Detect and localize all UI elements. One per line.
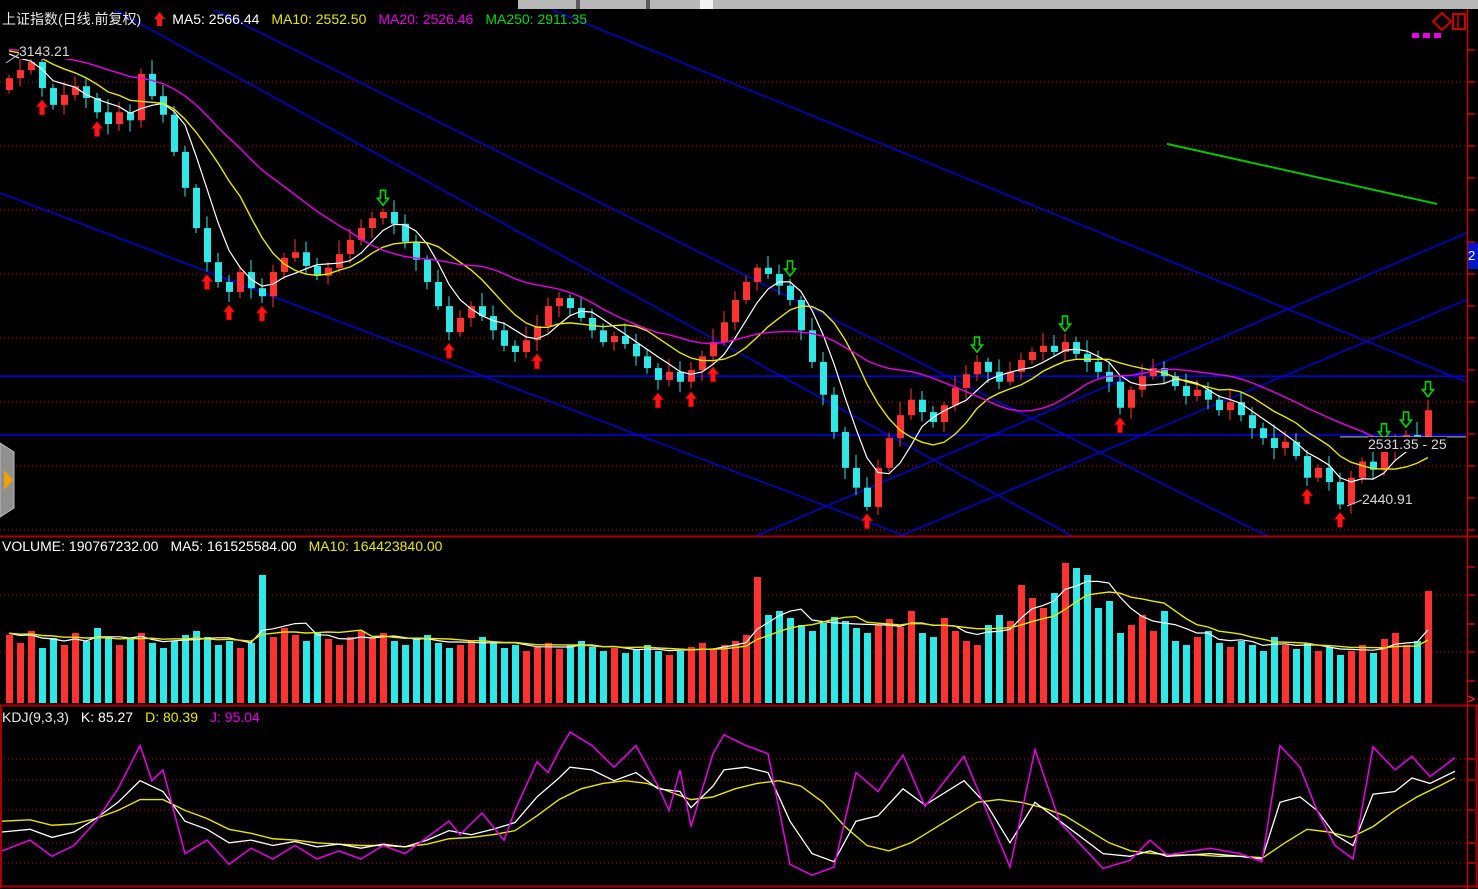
grid-lines [0,81,1466,864]
kdj-lines [2,731,1456,877]
buy-signal-arrow-icon [200,273,214,290]
volume-bars [6,563,1432,703]
toolbar-icons [1412,11,1466,38]
diamond-icon[interactable] [1431,11,1453,32]
buy-signal-arrow-icon [255,305,269,322]
volume-pane-header: VOLUME: 190767232.00 MA5: 161525584.00 MA1… [2,538,454,554]
sell-signal-arrow-icon [782,260,798,278]
sell-signal-arrow-icon [1398,411,1414,429]
buy-signal-arrow-icon [530,353,544,370]
kdj-k-value: K: 85.27 [80,709,134,725]
ma20-legend: MA20: 2526.46 [378,11,474,27]
volume-ma5-legend: MA5: 161525584.00 [170,538,297,554]
sell-signal-arrow-icon [1057,315,1073,333]
low-price-label: 2440.91 [1362,491,1413,507]
volume-ma-lines [8,580,1429,652]
buy-signal-arrow-icon [1300,488,1314,505]
up-arrow-icon [153,11,166,27]
sell-signal-arrow-icon [969,336,985,354]
kdj-indicator-name: KDJ(9,3,3) [2,709,69,725]
buy-signal-arrow-icon [90,120,104,137]
scrollbar-notch [576,0,580,9]
magenta-dash-icon [1434,33,1441,38]
buy-signal-arrow-icon [1333,511,1347,528]
sell-signal-arrow-icon [1376,423,1392,441]
axis-price-badge: 2 [1468,243,1478,269]
sell-signal-arrow-icon [1420,380,1436,398]
expand-arrow-icon [4,470,13,490]
peak-price-label: 3143.21 [19,43,70,59]
buy-signal-arrow-icon [222,304,236,321]
page-title: 上证指数(日线.前复权) [2,11,142,27]
buy-signal-arrow-icon [706,366,720,383]
price-pane-header: 上证指数(日线.前复权) MA5: 2566.44 MA10: 2552.50 MA2… [2,9,599,29]
candlesticks [6,52,1432,515]
panel-expand-handle[interactable] [0,442,15,518]
window-icon[interactable] [1452,13,1466,30]
price-markers [5,53,1466,507]
magenta-dash-icon [1423,33,1430,38]
ma10-legend: MA10: 2552.50 [271,11,367,27]
horizontal-scrollbar[interactable] [518,0,1478,9]
price-ma-lines [8,48,1429,483]
buy-signal-arrow-icon [860,513,874,529]
current-price-range-label: 2531.35 - 25 [1368,436,1447,452]
magenta-dash-icon [1412,33,1419,38]
sell-signal-arrow-icon [375,189,391,207]
buy-signal-arrow-icon [651,392,665,409]
volume-ma10-legend: MA10: 164423840.00 [308,538,443,554]
volume-value: VOLUME: 190767232.00 [2,538,159,554]
scrollbar-notch [646,0,650,9]
buy-signal-arrow-icon [684,391,698,407]
signal-arrows [35,99,1436,529]
buy-signal-arrow-icon [442,342,456,359]
buy-signal-arrow-icon [1113,417,1127,433]
kdj-d-value: D: 80.39 [145,709,199,725]
ma250-line [1166,142,1438,205]
kdj-pane-header: KDJ(9,3,3) K: 85.27 D: 80.39 J: 95.04 [2,709,272,725]
trend-lines [0,10,1467,536]
kdj-j-value: J: 95.04 [210,709,260,725]
buy-signal-arrow-icon [35,99,49,116]
scrollbar-thumb[interactable] [700,0,713,9]
ma250-legend: MA250: 2911.35 [485,11,588,27]
ma5-legend: MA5: 2566.44 [172,11,260,27]
pane-expand-marker[interactable]: > [1468,692,1476,706]
